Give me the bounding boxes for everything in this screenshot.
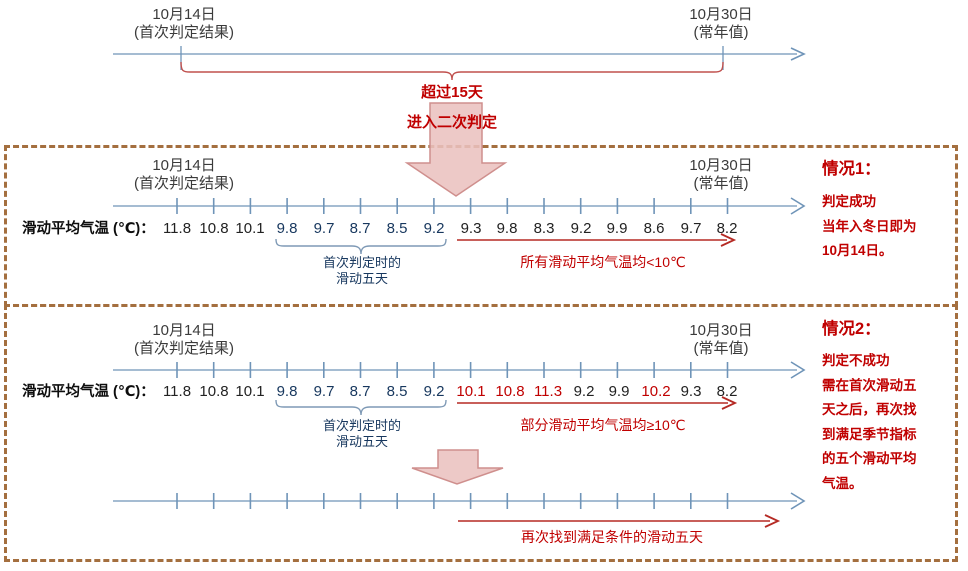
case2-first5-label-line2: 滑动五天: [335, 434, 389, 449]
case1-panel-title: 情况1：: [822, 160, 881, 178]
temp-value: 10.1: [235, 220, 265, 237]
top-end-date-note: (常年值): [693, 24, 749, 41]
temp-value: 9.2: [423, 383, 445, 400]
temp-value: 9.8: [496, 220, 518, 237]
temp-value: 9.2: [423, 220, 445, 237]
case2-exceed-label: 部分滑动平均气温均≥10℃: [520, 417, 686, 433]
temp-value: 11.3: [533, 383, 563, 400]
case1-start-date-note: (首次判定结果): [134, 175, 234, 192]
temp-value: 9.8: [276, 220, 298, 237]
temp-value: 9.7: [313, 383, 335, 400]
top-start-date-note: (首次判定结果): [134, 24, 234, 41]
case2-end-date-note: (常年值): [693, 340, 749, 357]
case2-panel-title: 情况2：: [822, 320, 881, 338]
case2-exceed-arrowhead-icon: [721, 396, 738, 410]
temp-value: 9.2: [573, 383, 595, 400]
temp-value: 9.3: [460, 220, 482, 237]
case2-temp-row-label: 滑动平均气温 (℃)：: [22, 384, 155, 400]
range-bracket: [180, 61, 724, 81]
retry-qualify-arrowhead-icon: [764, 514, 781, 528]
temp-value: 11.8: [162, 383, 192, 400]
top-end-date: 10月30日: [689, 6, 753, 23]
case1-first5-brace: [275, 238, 447, 255]
temp-value: 10.8: [199, 383, 229, 400]
case2-start-date: 10月14日: [152, 322, 216, 339]
temp-value: 9.7: [313, 220, 335, 237]
temp-value: 10.1: [235, 383, 265, 400]
temp-value: 8.7: [349, 220, 371, 237]
temp-value: 8.7: [349, 383, 371, 400]
temp-value: 9.7: [680, 220, 702, 237]
case1-first5-label-line1: 首次判定时的: [322, 255, 402, 270]
temp-value: 8.2: [716, 220, 738, 237]
top-timeline-arrowhead-icon: [790, 47, 806, 61]
down-block-arrow-1-icon: [404, 102, 508, 197]
case2-panel-body: 判定不成功 需在首次滑动五 天之后，再次找 到满足季节指标 的五个滑动平均 气温…: [822, 353, 917, 491]
case1-first5-label-line2: 滑动五天: [335, 271, 389, 286]
temp-value: 8.3: [533, 220, 555, 237]
temp-value: 9.9: [608, 383, 630, 400]
temp-value: 10.8: [495, 383, 525, 400]
case2-box: [4, 304, 958, 562]
case1-end-date: 10月30日: [689, 157, 753, 174]
temp-value: 9.3: [680, 383, 702, 400]
down-block-arrow-2-icon: [411, 449, 504, 485]
case2-end-date: 10月30日: [689, 322, 753, 339]
temp-value: 10.2: [641, 383, 671, 400]
temp-value: 9.2: [570, 220, 592, 237]
temp-value: 9.8: [276, 383, 298, 400]
case2-first5-brace: [275, 399, 447, 416]
case1-start-date: 10月14日: [152, 157, 216, 174]
temp-value: 11.8: [162, 220, 192, 237]
case1-qualify-label: 所有滑动平均气温均<10℃: [520, 254, 686, 270]
case1-panel-body: 判定成功 当年入冬日即为 10月14日。: [822, 194, 917, 258]
case1-timeline-arrowhead-icon: [790, 197, 806, 215]
temp-value: 9.9: [606, 220, 628, 237]
temp-value: 8.5: [386, 220, 408, 237]
case1-temp-row-label: 滑动平均气温 (℃)：: [22, 221, 155, 237]
temp-value: 10.8: [199, 220, 229, 237]
case2-start-date-note: (首次判定结果): [134, 340, 234, 357]
case1-end-date-note: (常年值): [693, 175, 749, 192]
top-start-date: 10月14日: [152, 6, 216, 23]
temp-value: 10.1: [456, 383, 486, 400]
temp-value: 8.6: [643, 220, 665, 237]
case2-retry-label: 再次找到满足条件的滑动五天: [521, 529, 703, 545]
case2-timeline-arrowhead-icon: [790, 361, 806, 379]
case2-first5-label-line1: 首次判定时的: [322, 418, 402, 433]
case1-qualify-arrowhead-icon: [720, 233, 737, 247]
second-judgment-label: 进入二次判定: [406, 114, 498, 131]
retry-timeline-arrowhead-icon: [790, 492, 806, 510]
temp-value: 8.5: [386, 383, 408, 400]
over-15-days-label: 超过15天: [421, 84, 483, 101]
temp-value: 8.2: [716, 383, 738, 400]
